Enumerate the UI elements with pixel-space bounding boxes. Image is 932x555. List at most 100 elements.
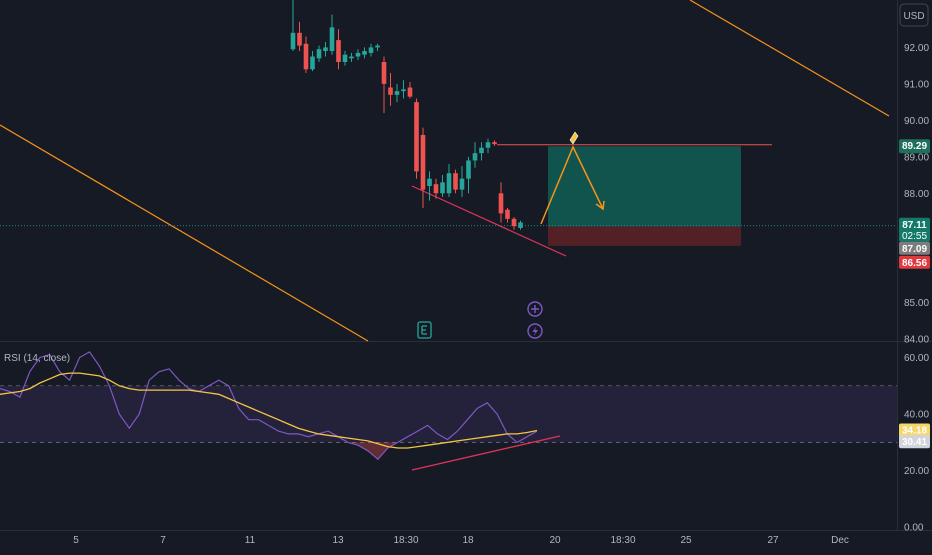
- projection-path[interactable]: [540, 145, 604, 225]
- price-badge[interactable]: 87.09: [899, 241, 930, 255]
- projection-arrowhead: [595, 200, 605, 211]
- candle[interactable]: [342, 51, 348, 66]
- candle[interactable]: [323, 41, 328, 57]
- candle[interactable]: [336, 29, 341, 70]
- candle[interactable]: [401, 80, 406, 99]
- rsi-tick-label: 0.00: [904, 523, 924, 534]
- countdown-label: 02:55: [902, 231, 927, 242]
- candle[interactable]: [492, 140, 497, 146]
- wedge-support-line[interactable]: [411, 185, 567, 257]
- long-position-tool: [0, 144, 897, 246]
- price-badge[interactable]: 30.41: [899, 435, 930, 449]
- price-badge-label: 87.11: [902, 220, 927, 231]
- target-zone[interactable]: [548, 146, 741, 227]
- candle-body: [459, 178, 465, 190]
- candle[interactable]: [414, 98, 419, 179]
- rsi-indicator: [0, 351, 897, 471]
- candle[interactable]: [427, 171, 432, 201]
- trend-line-right[interactable]: [689, 0, 890, 117]
- candle[interactable]: [479, 142, 484, 161]
- candle[interactable]: [303, 36, 309, 73]
- time-tick-label: 18:30: [610, 535, 635, 546]
- candle[interactable]: [290, 0, 296, 52]
- candle[interactable]: [466, 156, 471, 194]
- candle[interactable]: [349, 52, 354, 62]
- axis-ticks: 92.00 91.00 90.00 89.00 88.00 85.00 84.00 60.00…: [73, 43, 929, 546]
- target-flag-icon[interactable]: [569, 131, 579, 145]
- time-tick-label: 20: [549, 535, 561, 546]
- price-badge-label: 86.56: [902, 258, 927, 269]
- price-badge-bg: [899, 241, 930, 255]
- candle-body: [427, 178, 432, 186]
- candle[interactable]: [472, 142, 478, 168]
- candle[interactable]: [375, 43, 380, 52]
- price-badge-bg: [899, 217, 930, 242]
- trend-line-left[interactable]: [0, 124, 369, 342]
- price-tick-label: 85.00: [904, 298, 929, 309]
- candle[interactable]: [485, 138, 491, 154]
- plus-icon[interactable]: [527, 301, 543, 317]
- price-badge[interactable]: 86.56: [899, 255, 930, 269]
- price-badge-label: 30.41: [902, 437, 927, 448]
- earnings-icon[interactable]: [417, 321, 432, 339]
- time-tick-label: 27: [767, 535, 779, 546]
- rsi-tick-label: 20.00: [904, 466, 929, 477]
- lightning-icon[interactable]: [527, 323, 543, 339]
- time-tick-label: 5: [73, 535, 79, 546]
- candle-body: [375, 45, 380, 48]
- candle-body: [368, 47, 374, 53]
- candle[interactable]: [440, 175, 445, 197]
- candle[interactable]: [433, 178, 439, 199]
- candle-body: [349, 56, 354, 59]
- stop-zone[interactable]: [548, 226, 741, 246]
- candle-body: [342, 54, 348, 62]
- candle[interactable]: [505, 207, 510, 223]
- candle[interactable]: [362, 47, 367, 59]
- candle[interactable]: [518, 220, 523, 230]
- candle[interactable]: [316, 45, 322, 62]
- candle-body: [394, 91, 400, 95]
- price-badge[interactable]: 34.18: [899, 423, 930, 438]
- rsi-ma-line[interactable]: [0, 372, 538, 449]
- candle[interactable]: [381, 56, 387, 114]
- candle[interactable]: [388, 72, 393, 106]
- price-tick-label: 84.00: [904, 335, 929, 346]
- candle[interactable]: [511, 217, 517, 230]
- candle[interactable]: [498, 182, 504, 223]
- candle-body: [297, 32, 302, 46]
- rsi-line[interactable]: [0, 351, 538, 461]
- rsi-legend[interactable]: RSI (14, close): [4, 353, 70, 364]
- candle[interactable]: [446, 164, 452, 197]
- candlestick-series: [290, 0, 523, 230]
- candle-body: [505, 209, 510, 219]
- candle-body: [355, 52, 361, 57]
- price-tick-label: 88.00: [904, 189, 929, 200]
- candle-body: [433, 184, 439, 194]
- candle-body: [466, 160, 471, 179]
- candle-body: [472, 153, 478, 161]
- price-badge[interactable]: 89.29: [899, 139, 930, 154]
- candle[interactable]: [297, 21, 302, 52]
- candle[interactable]: [368, 43, 374, 57]
- candle-body: [485, 142, 491, 148]
- candle[interactable]: [420, 127, 426, 208]
- rsi-pane[interactable]: [0, 342, 897, 530]
- candle[interactable]: [453, 169, 458, 194]
- candle[interactable]: [407, 82, 413, 99]
- rsi-divergence-line[interactable]: [411, 435, 561, 471]
- candle[interactable]: [459, 165, 465, 197]
- price-badge-bg: [899, 435, 930, 449]
- time-tick-label: 13: [332, 535, 344, 546]
- currency-button[interactable]: USD: [899, 3, 929, 27]
- currency-label: USD: [903, 11, 924, 22]
- candle[interactable]: [329, 14, 335, 55]
- price-badge-label: 87.09: [902, 244, 927, 255]
- candle[interactable]: [355, 49, 361, 61]
- candle[interactable]: [310, 51, 315, 72]
- candle-body: [401, 89, 406, 92]
- candle[interactable]: [394, 83, 400, 103]
